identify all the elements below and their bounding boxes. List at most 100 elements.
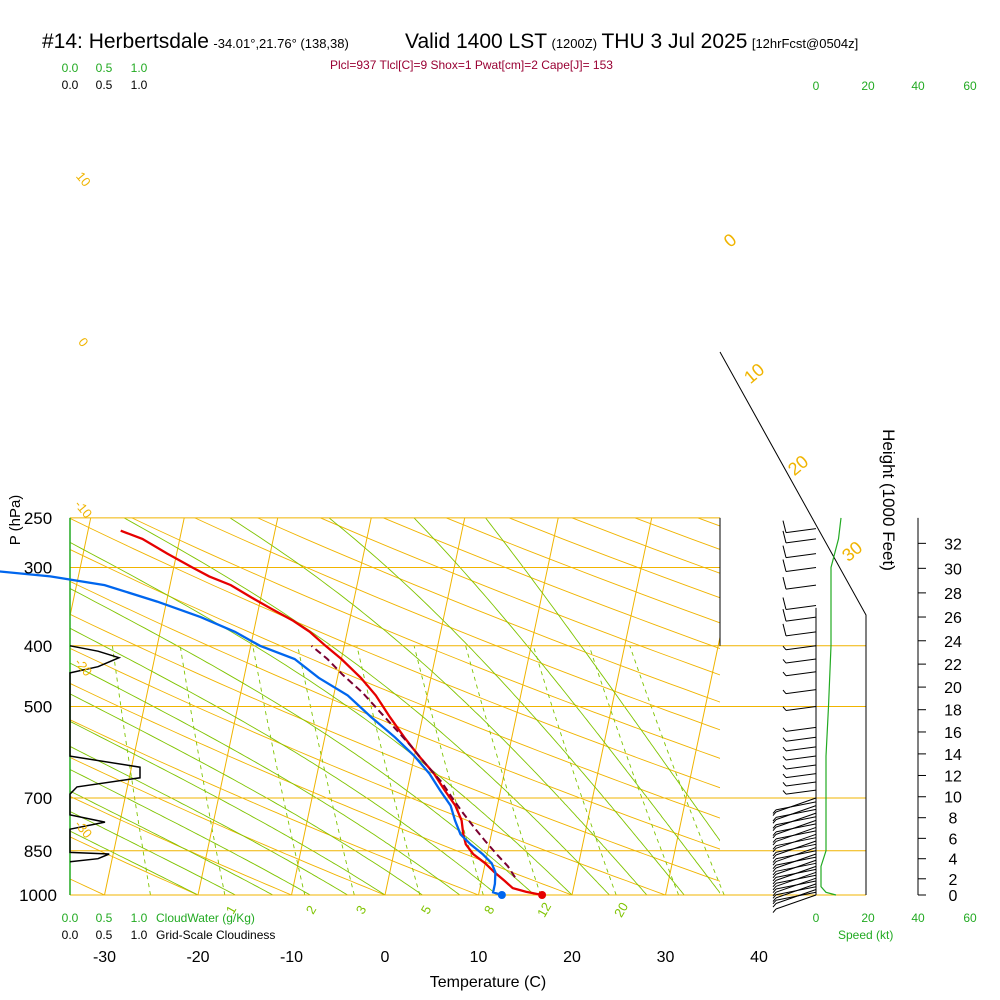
wind-barb	[785, 726, 817, 732]
wind-barb	[785, 605, 817, 611]
wind-barb-flag	[782, 645, 787, 651]
pressure-tick-label: 850	[24, 842, 52, 861]
moist-adiabat-line	[70, 627, 498, 895]
wind-barb-flag	[782, 559, 787, 572]
cloudiness-label: Grid-Scale Cloudiness	[156, 928, 275, 942]
mixing-ratio-label: 8	[481, 903, 498, 917]
dry-adiabat-line	[0, 518, 11, 895]
wind-barb-flag	[782, 773, 787, 778]
wind-barb	[785, 781, 817, 787]
wind-barb-flag	[782, 706, 787, 711]
wind-barb	[775, 816, 817, 826]
zulu-label: (1200Z)	[551, 36, 598, 51]
mixing-ratio-label: 5	[418, 903, 435, 917]
wind-barb	[775, 801, 817, 811]
parcel-line	[310, 645, 516, 878]
wind-barb-flag	[772, 817, 777, 822]
wind-barb-flag	[772, 877, 777, 882]
dry-adiabat-line	[70, 756, 386, 895]
x-tick-label: 10	[470, 949, 488, 966]
wind-barb-flag	[782, 765, 787, 770]
x-tick-label: -20	[186, 949, 209, 966]
x-tick-label: 20	[563, 949, 581, 966]
x-tick-label: 40	[750, 949, 768, 966]
wind-barb-flag	[782, 530, 787, 543]
wind-barb	[775, 823, 817, 833]
mixing-ratio-line	[588, 645, 680, 896]
wind-barb-flag	[772, 894, 777, 899]
wind-barb	[785, 528, 817, 534]
wind-barb	[775, 840, 817, 856]
date-label: THU 3 Jul 2025	[601, 30, 748, 53]
valid-label: Valid 1400 LST	[405, 30, 548, 53]
height-tick-label: 30	[944, 561, 962, 578]
wind-barb-flag	[772, 826, 777, 832]
wind-barb	[775, 883, 817, 899]
height-tick-label: 22	[944, 657, 962, 674]
dry-adiabat-line	[70, 836, 199, 895]
x-tick-label: -10	[280, 949, 303, 966]
dry-adiabat-line	[257, 517, 720, 703]
dry-adiabat-line	[70, 517, 720, 789]
wind-barb	[785, 705, 817, 711]
wind-barb	[775, 859, 817, 875]
height-tick-label: 32	[944, 536, 962, 553]
wind-barb	[785, 631, 817, 637]
wind-barb-flag	[772, 854, 777, 859]
moist-adiabat-line	[70, 768, 311, 895]
wind-barb-flag	[772, 880, 777, 885]
wind-barb	[785, 764, 817, 770]
wind-barb-flag	[782, 689, 787, 694]
wind-barb-flag	[782, 659, 787, 664]
wind-barb-flag	[782, 756, 787, 761]
surface-dewpoint-dot	[497, 891, 506, 899]
pressure-tick-label: 400	[24, 637, 52, 656]
x-tick-label: 30	[657, 949, 675, 966]
wind-barb	[775, 826, 817, 842]
height-tick-label: 14	[944, 747, 962, 764]
wind-barb	[775, 847, 817, 863]
height-tick-label: 8	[949, 811, 958, 828]
isotherm-label: 0	[75, 335, 91, 350]
pressure-tick-label: 1000	[19, 886, 57, 905]
wind-barb-flag	[782, 790, 787, 795]
speed-tick-bottom: 20	[861, 911, 875, 925]
height-tick-label: 18	[944, 703, 962, 720]
speed-tick-top: 60	[963, 79, 977, 93]
cloud-scale-top-label: 0.5	[96, 61, 113, 75]
wind-barb-flag	[772, 847, 777, 853]
surface-temperature-dot	[538, 891, 547, 899]
wind-barb	[785, 584, 817, 590]
moist-adiabat-line	[70, 693, 423, 895]
wind-barb	[785, 616, 817, 622]
dry-adiabat-line	[70, 647, 666, 895]
wind-barb-flag	[772, 888, 777, 893]
moist-adiabat-line	[70, 830, 199, 895]
height-tick-label: 26	[944, 610, 962, 627]
wind-barb-flag	[782, 545, 787, 558]
forecast-label: [12hrFcst@0504z]	[751, 36, 859, 51]
cloud-scale-bottom-label: 0.0	[62, 911, 79, 925]
dry-adiabat-label: 30	[838, 537, 866, 565]
sounding-series	[0, 529, 547, 899]
pressure-tick-label: 500	[24, 697, 52, 716]
height-tick-label: 12	[944, 768, 962, 785]
moist-adiabat-line	[70, 588, 535, 895]
height-tick-label: 24	[944, 634, 962, 651]
cloudiness-scale-bottom-label: 1.0	[131, 928, 148, 942]
wind-barb-flag	[782, 782, 787, 787]
wind-barb-flag	[772, 811, 777, 816]
wind-barb-flag	[782, 746, 787, 752]
cloud-fraction-line	[69, 645, 141, 863]
moist-adiabat-line	[70, 720, 386, 895]
moist-adiabat-line	[485, 517, 720, 842]
cloudiness-scale-top-label: 0.0	[62, 78, 79, 92]
cloud-scale-top-label: 1.0	[131, 61, 148, 75]
speed-tick-bottom: 0	[813, 911, 820, 925]
wind-barb	[785, 658, 817, 664]
wind-barb	[785, 671, 817, 677]
dry-adiabat-line	[70, 548, 720, 819]
wind-barb-flag	[772, 891, 777, 897]
wind-barb-flag	[772, 838, 777, 843]
